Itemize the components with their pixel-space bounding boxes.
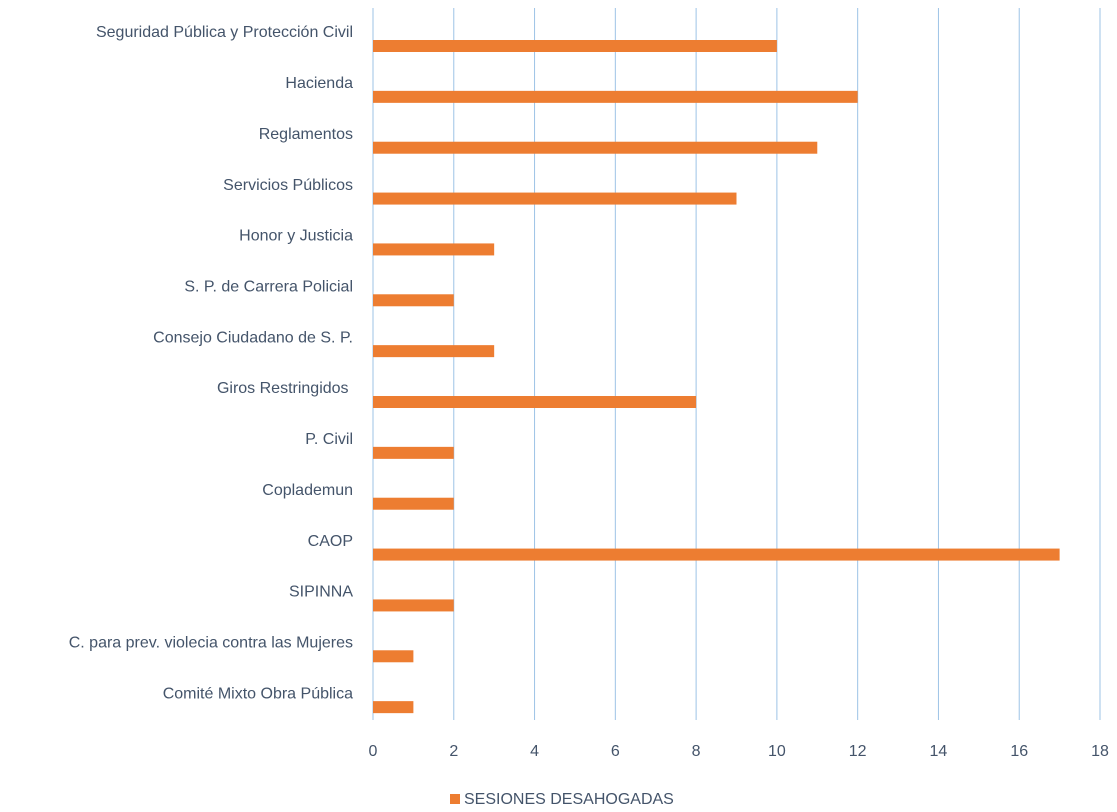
bar [373,396,697,408]
y-tick-label: C. para prev. violecia contra las Mujere… [69,635,353,652]
y-tick-label: Hacienda [285,75,353,92]
x-tick-label: 10 [768,743,786,760]
bar [373,243,495,256]
y-tick-label: Comité Mixto Obra Pública [163,685,353,702]
x-tick-label: 6 [611,743,620,760]
bar [373,192,737,205]
x-tick-label: 16 [1010,743,1028,760]
bar [373,701,414,714]
bar [373,548,1060,561]
x-tick-label: 0 [369,743,378,760]
y-tick-label: SIPINNA [289,584,353,601]
x-tick-label: 4 [530,743,539,760]
y-tick-label: CAOP [308,533,353,550]
x-tick-label: 12 [849,743,867,760]
x-tick-label: 14 [930,743,948,760]
bar [373,345,495,358]
y-tick-label: Seguridad Pública y Protección Civil [96,24,353,41]
y-tick-label: Consejo Ciudadano de S. P. [153,329,353,346]
y-tick-label: P. Civil [305,431,353,448]
y-tick-label: Reglamentos [259,126,353,143]
y-tick-label: Giros Restringidos [217,380,353,397]
x-tick-label: 8 [692,743,701,760]
bar [373,90,858,103]
legend-label: SESIONES DESAHOGADAS [464,791,674,808]
y-tick-label: Coplademun [262,482,353,499]
bar [373,599,454,612]
y-tick-label: Servicios Públicos [223,177,353,194]
x-tick-label: 2 [449,743,458,760]
legend-swatch [450,794,460,804]
bar [373,497,454,510]
bar [373,650,414,663]
bar [373,40,777,52]
bar [373,141,818,154]
y-tick-label: Honor y Justicia [239,228,353,245]
x-tick-label: 18 [1091,743,1109,760]
bar [373,446,454,459]
bar [373,294,454,307]
y-tick-label: S. P. de Carrera Policial [184,279,353,296]
